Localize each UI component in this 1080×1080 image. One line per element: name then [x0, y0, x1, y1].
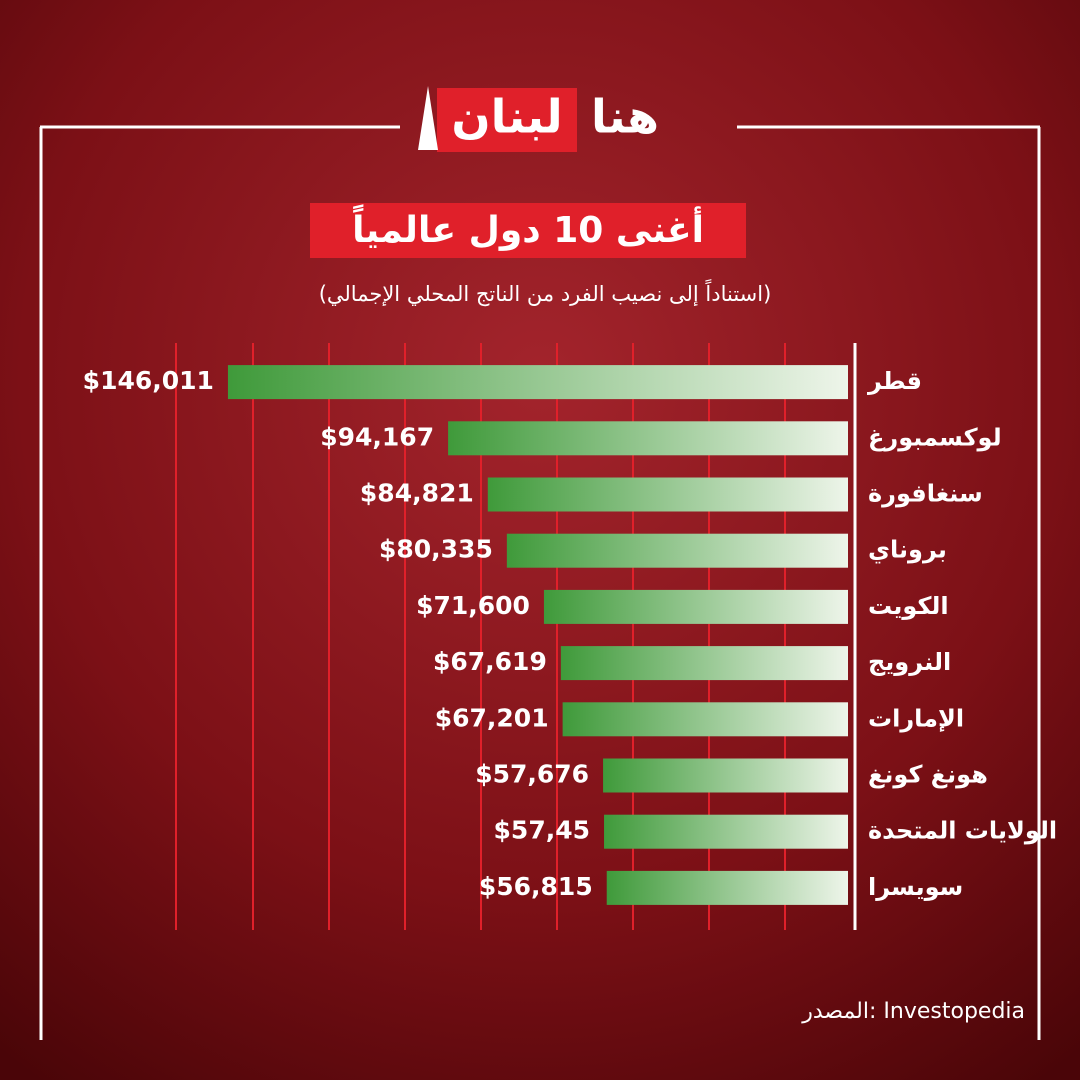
bar [604, 814, 848, 849]
bar [506, 533, 848, 568]
chart-title: أغنى 10 دول عالمياً [352, 204, 704, 251]
category-label: الكويت [868, 592, 949, 620]
category-label: سويسرا [868, 873, 963, 901]
bar [448, 421, 848, 456]
chart-subtitle: (استناداً إلى نصيب الفرد من الناتج المحل… [319, 278, 772, 307]
bar [603, 758, 848, 793]
logo-box [437, 88, 577, 152]
category-label: لوكسمبورغ [868, 423, 1002, 451]
bar [487, 477, 848, 512]
logo-text: لبنان [451, 90, 562, 144]
value-label: $57,676 [475, 760, 589, 789]
bar [543, 589, 848, 624]
category-label: الإمارات [868, 704, 964, 732]
source: المصدر: Investopedia [801, 999, 1025, 1024]
frame [39, 125, 1041, 1040]
bar [227, 365, 849, 400]
plot: $146,011 قطر $94,167 لوكسمبورغ $84,821 سنغافو… [83, 365, 1057, 905]
category-label: النرويج [868, 648, 951, 676]
cedar-icon [418, 86, 438, 150]
category-label: الولايات المتحدة [868, 817, 1057, 845]
value-label: $56,815 [479, 872, 593, 901]
bar [606, 870, 848, 905]
value-label: $84,821 [360, 479, 474, 508]
value-label: $94,167 [320, 422, 434, 451]
title-box [310, 203, 746, 258]
logo: لبنان هنا [418, 86, 659, 152]
value-label: $67,201 [435, 703, 549, 732]
value-label: $80,335 [379, 535, 493, 564]
value-label: $71,600 [416, 591, 530, 620]
bar [560, 646, 848, 681]
category-label: هونغ كونغ [868, 761, 988, 789]
value-label: $146,011 [83, 366, 214, 395]
category-label: قطر [867, 367, 922, 395]
category-label: سنغافورة [868, 480, 983, 508]
logo-text: هنا [591, 90, 659, 144]
value-label: $67,619 [433, 647, 547, 676]
bar [562, 702, 848, 737]
category-label: بروناي [868, 536, 947, 564]
value-label: $57,45 [494, 816, 590, 845]
